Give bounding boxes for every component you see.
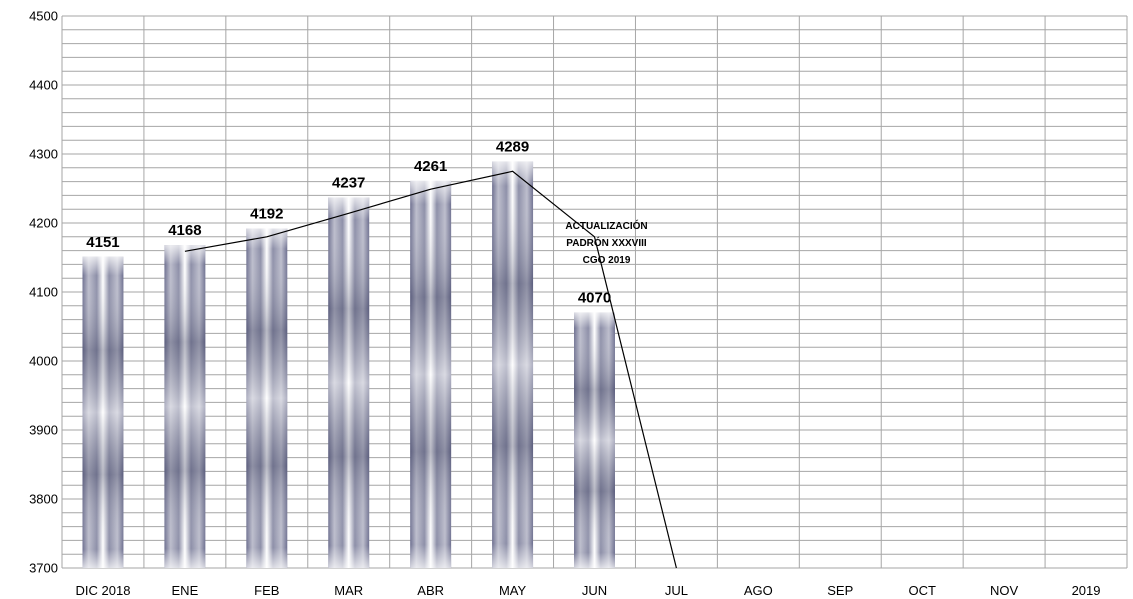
y-tick-label: 4400: [29, 78, 58, 93]
data-label: 4237: [332, 174, 365, 191]
data-label: 4070: [578, 290, 611, 307]
annotation-line: PADRÓN XXXVIII: [566, 236, 647, 249]
x-tick-label: MAR: [334, 583, 363, 598]
x-tick-label: JUL: [665, 583, 688, 598]
x-tick-label: FEB: [254, 583, 279, 598]
data-labels: 4151 4168 4192 4237 4261 4289 4070: [86, 139, 611, 307]
data-label: 4289: [496, 139, 529, 156]
trend-line: [184, 170, 677, 569]
data-label: 4168: [168, 222, 201, 239]
axes: 3700 3800 3900 4000 4100 4200 4300 4400 4500 DIC …: [29, 9, 1100, 599]
data-label: 4192: [250, 206, 283, 223]
y-tick-label: 4500: [29, 9, 58, 24]
annotation: ACTUALIZACIÓN PADRÓN XXXVIII CGO 2019: [565, 219, 647, 266]
bar-shade: [82, 256, 124, 568]
y-tick-label: 3900: [29, 423, 58, 438]
y-tick-label: 4200: [29, 216, 58, 231]
bar-shade: [328, 197, 370, 568]
data-label: 4151: [86, 234, 119, 251]
bar-shade: [574, 312, 615, 568]
x-tick-label: MAY: [499, 583, 527, 598]
y-tick-label: 3800: [29, 492, 58, 507]
data-label: 4261: [414, 158, 447, 175]
bars: [82, 161, 615, 568]
x-tick-label: OCT: [908, 583, 936, 598]
x-tick-label: JUN: [582, 583, 607, 598]
trend-line-path: [184, 170, 677, 569]
x-tick-label: 2019: [1072, 583, 1101, 598]
x-tick-label: ABR: [417, 583, 444, 598]
y-tick-label: 3700: [29, 561, 58, 576]
annotation-line: CGO 2019: [583, 255, 631, 266]
x-tick-label: DIC 2018: [76, 583, 131, 598]
bar-shade: [410, 180, 452, 568]
y-tick-label: 4100: [29, 285, 58, 300]
annotation-line: ACTUALIZACIÓN: [565, 219, 647, 232]
y-tick-label: 4000: [29, 354, 58, 369]
x-tick-label: NOV: [990, 583, 1019, 598]
x-tick-label: ENE: [172, 583, 199, 598]
bar-shade: [492, 161, 534, 568]
x-tick-label: AGO: [744, 583, 773, 598]
x-tick-label: SEP: [827, 583, 853, 598]
bar-shade: [164, 245, 206, 568]
y-tick-label: 4300: [29, 147, 58, 162]
bar-shade: [246, 228, 288, 568]
